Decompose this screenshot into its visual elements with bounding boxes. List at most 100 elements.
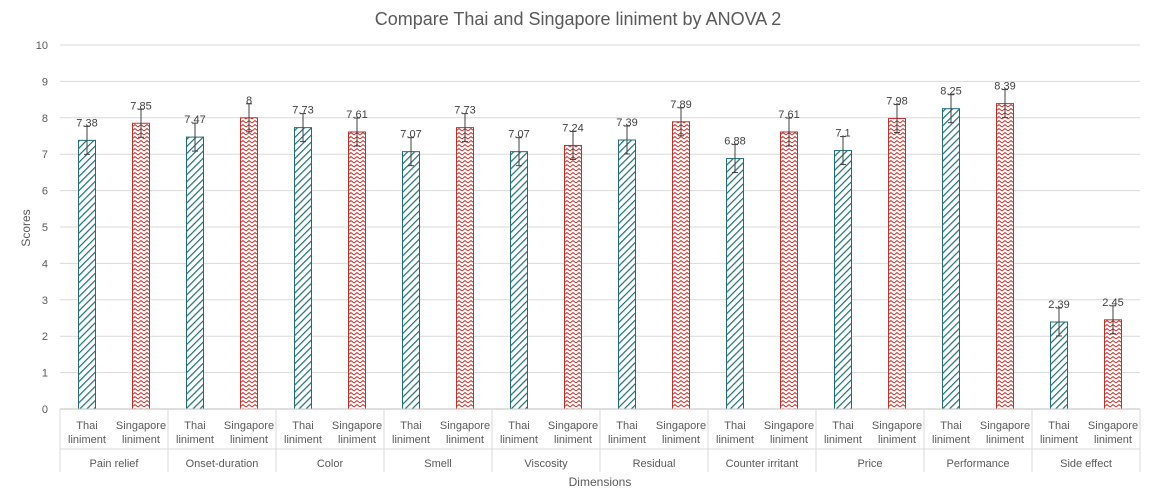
data-label: 7.98 (886, 96, 907, 108)
series-tick-label: liniment (500, 434, 538, 446)
bar-thai-liniment (186, 136, 204, 410)
bar-thai-liniment (294, 127, 312, 410)
bar-singapore-liniment (564, 144, 582, 410)
series-tick-label: liniment (230, 434, 268, 446)
bar-thai-liniment (78, 139, 96, 410)
bar-singapore-liniment (780, 131, 798, 410)
data-label: 7.89 (670, 99, 691, 111)
series-tick-label: Singapore (440, 420, 490, 432)
series-tick-label: Thai (184, 420, 205, 432)
bar-singapore-liniment (996, 103, 1014, 410)
data-label: 7.61 (778, 109, 799, 121)
y-axis-ticks: 0 1 2 3 4 5 6 7 8 9 10 (36, 40, 48, 416)
bar-singapore-liniment (240, 117, 258, 410)
category-label: Side effect (1060, 458, 1112, 470)
data-label: 2.45 (1102, 297, 1123, 309)
category-label: Pain relief (90, 458, 140, 470)
bar-thai-liniment (618, 139, 636, 410)
series-tick-label: Thai (940, 420, 961, 432)
data-label: 7.07 (508, 129, 529, 141)
x-axis: Thai liniment Thai liniment Thai liniment Thai… (59, 408, 1141, 472)
data-label: 7.24 (562, 122, 583, 134)
series-tick-label: Singapore (224, 420, 274, 432)
y-tick-label: 9 (42, 76, 48, 88)
data-label: 6.88 (724, 136, 745, 148)
data-label: 7.39 (616, 117, 637, 129)
series-tick-label: liniment (1040, 434, 1078, 446)
series-tick-label: liniment (446, 434, 484, 446)
series-tick-label: liniment (284, 434, 322, 446)
data-label: 8.25 (940, 86, 961, 98)
y-tick-label: 7 (42, 149, 48, 161)
series-tick-label: liniment (68, 434, 106, 446)
series-tick-label: Thai (616, 420, 637, 432)
bar-singapore-liniment (456, 127, 474, 410)
category-label: Viscosity (524, 458, 568, 470)
category-label: Price (857, 458, 882, 470)
data-label: 7.47 (184, 114, 205, 126)
y-axis-title: Scores (19, 209, 33, 246)
series-tick-label: liniment (176, 434, 214, 446)
bar-singapore-liniment (672, 121, 690, 410)
y-tick-label: 10 (36, 40, 48, 52)
series-tick-label: Thai (400, 420, 421, 432)
bar-thai-liniment (834, 150, 852, 410)
bar-singapore-liniment (888, 118, 906, 410)
series-tick-label: liniment (338, 434, 376, 446)
series-tick-label: liniment (716, 434, 754, 446)
bar-thai-liniment (510, 151, 528, 410)
bar-thai-liniment (942, 108, 960, 410)
category-label: Smell (424, 458, 452, 470)
series-tick-label: Thai (1048, 420, 1069, 432)
series-tick-label: liniment (392, 434, 430, 446)
category-label: Counter irritant (726, 458, 799, 470)
y-tick-label: 6 (42, 186, 48, 198)
series-tick-label: liniment (986, 434, 1024, 446)
series-tick-label: liniment (1094, 434, 1132, 446)
y-tick-label: 8 (42, 113, 48, 125)
series-tick-label: liniment (554, 434, 592, 446)
series-tick-label: Thai (724, 420, 745, 432)
bar-singapore-liniment (132, 122, 150, 410)
category-label: Residual (633, 458, 676, 470)
data-label: 7.61 (346, 109, 367, 121)
series-tick-label: Singapore (764, 420, 814, 432)
y-tick-label: 1 (42, 368, 48, 380)
series-tick-label: liniment (824, 434, 862, 446)
series-tick-label: liniment (878, 434, 916, 446)
series-tick-label: liniment (608, 434, 646, 446)
chart-title: Compare Thai and Singapore liniment by A… (375, 9, 782, 29)
y-tick-label: 5 (42, 222, 48, 234)
bar-singapore-liniment (348, 131, 366, 410)
data-label: 2.39 (1048, 299, 1069, 311)
series-tick-label: Singapore (332, 420, 382, 432)
series-tick-label: Thai (76, 420, 97, 432)
category-label: Performance (947, 458, 1010, 470)
series-tick-label: liniment (770, 434, 808, 446)
y-tick-label: 2 (42, 331, 48, 343)
y-tick-label: 0 (42, 404, 48, 416)
series-tick-label: Singapore (1088, 420, 1138, 432)
series-tick-label: Singapore (980, 420, 1030, 432)
data-label: 7.1 (835, 128, 850, 140)
series-tick-label: Singapore (548, 420, 598, 432)
data-label: 7.38 (76, 117, 97, 129)
series-tick-label: liniment (122, 434, 160, 446)
category-label: Onset-duration (186, 458, 259, 470)
y-tick-label: 3 (42, 295, 48, 307)
data-label: 7.07 (400, 129, 421, 141)
data-label: 7.73 (454, 105, 475, 117)
x-axis-title: Dimensions (569, 475, 632, 489)
series-tick-label: Thai (832, 420, 853, 432)
bar-thai-liniment (726, 158, 744, 410)
category-label: Color (317, 458, 344, 470)
series-tick-label: Singapore (656, 420, 706, 432)
series-tick-label: Thai (508, 420, 529, 432)
series-tick-label: Thai (292, 420, 313, 432)
data-label: 8.39 (994, 81, 1015, 93)
series-tick-label: Singapore (872, 420, 922, 432)
data-label: 7.85 (130, 100, 151, 112)
data-label: 8 (246, 95, 252, 107)
data-label: 7.73 (292, 105, 313, 117)
